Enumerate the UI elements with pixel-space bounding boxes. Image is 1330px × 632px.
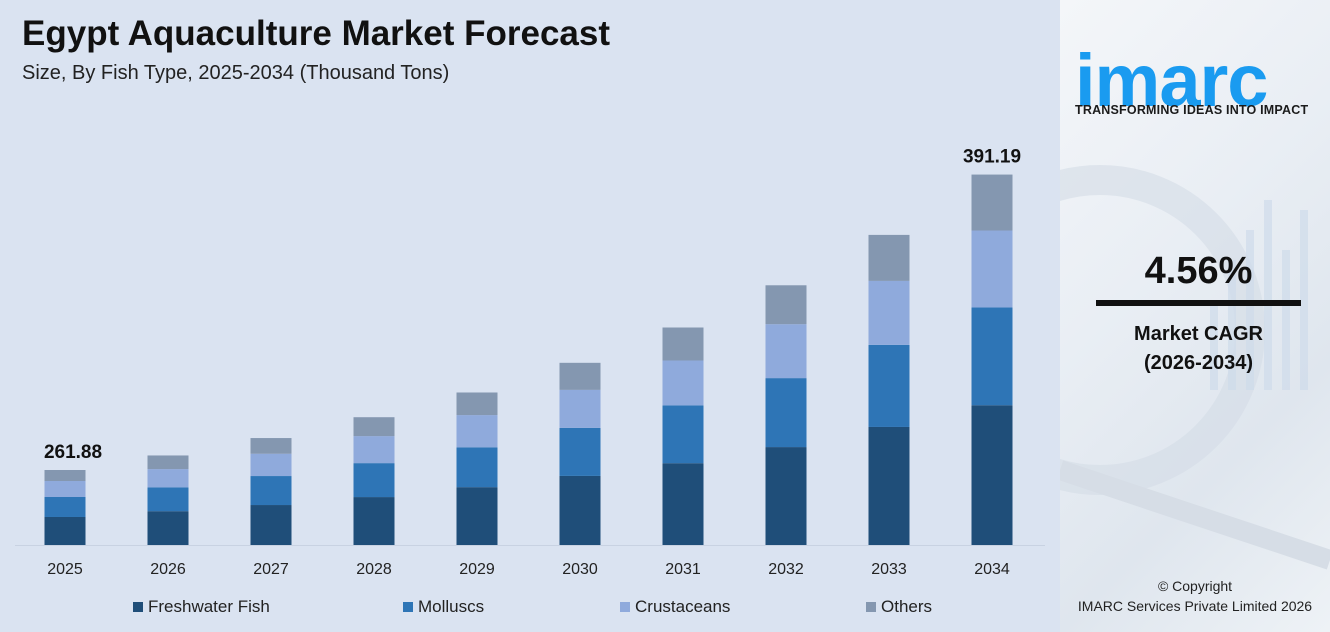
x-tick-label-2026: 2026 xyxy=(150,561,186,578)
x-tick-label-2030: 2030 xyxy=(562,561,598,578)
legend-item-others: Others xyxy=(866,597,932,617)
bar-segment-others-2027 xyxy=(250,438,292,454)
bar-segment-molluscs-2026 xyxy=(147,487,189,512)
bar-segment-freshwater-fish-2026 xyxy=(147,511,189,545)
legend-item-freshwater-fish: Freshwater Fish xyxy=(133,597,270,617)
x-tick-label-2032: 2032 xyxy=(768,561,804,578)
legend-label: Freshwater Fish xyxy=(148,597,270,616)
bar-segment-crustaceans-2029 xyxy=(456,415,498,448)
legend-label: Others xyxy=(881,597,933,616)
cagr-divider xyxy=(1096,300,1301,306)
cagr-label: Market CAGR (2026-2034) xyxy=(1096,320,1301,378)
bar-segment-molluscs-2028 xyxy=(353,463,395,498)
bar-segment-crustaceans-2028 xyxy=(353,436,395,464)
data-labels: 261.88 391.19 xyxy=(44,147,1021,463)
bar-segment-freshwater-fish-2032 xyxy=(765,447,807,545)
bar-segment-molluscs-2034 xyxy=(971,307,1013,406)
bar-segment-crustaceans-2032 xyxy=(765,324,807,379)
bar-segment-others-2033 xyxy=(868,234,910,281)
legend-swatch xyxy=(133,602,143,612)
company-text: IMARC Services Private Limited 2026 xyxy=(1077,598,1313,614)
bar-segment-crustaceans-2030 xyxy=(559,389,601,428)
data-label-2025: 261.88 xyxy=(44,442,102,463)
data-label-2034: 391.19 xyxy=(963,147,1021,168)
x-tick-label-2031: 2031 xyxy=(665,561,701,578)
bar-segment-molluscs-2029 xyxy=(456,447,498,488)
bar-segment-crustaceans-2034 xyxy=(971,230,1013,308)
legend-swatch xyxy=(866,602,876,612)
bar-segment-others-2026 xyxy=(147,455,189,470)
bar-segment-crustaceans-2033 xyxy=(868,280,910,345)
bar-segment-others-2032 xyxy=(765,285,807,325)
brand-tagline: TRANSFORMING IDEAS INTO IMPACT xyxy=(1075,103,1309,117)
bar-segment-freshwater-fish-2030 xyxy=(559,475,601,545)
cagr-label-line2: (2026-2034) xyxy=(1144,352,1253,374)
bars-group xyxy=(44,174,1013,545)
legend-label: Molluscs xyxy=(418,597,485,616)
x-tick-labels: 2025 2026 2027 2028 2029 2030 2031 2032 2033 2034 xyxy=(47,561,1010,578)
bar-segment-freshwater-fish-2025 xyxy=(44,516,86,545)
brand-panel xyxy=(1060,0,1330,632)
bar-segment-others-2029 xyxy=(456,392,498,416)
background-chart-graphic xyxy=(1060,165,1330,570)
chart-subtitle: Size, By Fish Type, 2025-2034 (Thousand … xyxy=(22,62,450,84)
chart-title: Egypt Aquaculture Market Forecast xyxy=(22,14,611,53)
legend-swatch xyxy=(620,602,630,612)
x-tick-label-2034: 2034 xyxy=(974,561,1010,578)
x-tick-label-2025: 2025 xyxy=(47,561,83,578)
stacked-bar-chart: 2025 2026 2027 2028 2029 2030 2031 2032 2033 2034… xyxy=(15,147,1045,578)
bar-segment-others-2034 xyxy=(971,174,1013,231)
bar-segment-freshwater-fish-2027 xyxy=(250,505,292,545)
bar-segment-molluscs-2031 xyxy=(662,405,704,464)
legend-item-crustaceans: Crustaceans xyxy=(620,597,730,617)
bar-segment-others-2031 xyxy=(662,327,704,361)
bar-segment-freshwater-fish-2033 xyxy=(868,426,910,545)
bar-segment-molluscs-2027 xyxy=(250,476,292,506)
cagr-label-line1: Market CAGR xyxy=(1134,323,1263,345)
legend-label: Crustaceans xyxy=(635,597,731,616)
bar-segment-others-2030 xyxy=(559,362,601,390)
bar-segment-freshwater-fish-2034 xyxy=(971,405,1013,545)
bar-segment-molluscs-2033 xyxy=(868,344,910,427)
bar-segment-others-2028 xyxy=(353,417,395,437)
x-tick-label-2029: 2029 xyxy=(459,561,495,578)
cagr-value: 4.56% xyxy=(1144,250,1253,292)
bar-segment-freshwater-fish-2029 xyxy=(456,487,498,545)
bar-segment-crustaceans-2025 xyxy=(44,480,86,498)
bar-segment-molluscs-2025 xyxy=(44,497,86,517)
x-tick-label-2028: 2028 xyxy=(356,561,392,578)
bar-segment-crustaceans-2031 xyxy=(662,360,704,406)
bar-segment-molluscs-2030 xyxy=(559,427,601,476)
imarc-logo: imarc xyxy=(1075,39,1268,122)
x-tick-label-2027: 2027 xyxy=(253,561,289,578)
legend-item-molluscs: Molluscs xyxy=(403,597,484,617)
bar-segment-others-2025 xyxy=(44,470,86,481)
bar-segment-freshwater-fish-2031 xyxy=(662,463,704,545)
bar-segment-molluscs-2032 xyxy=(765,378,807,448)
bar-segment-crustaceans-2027 xyxy=(250,453,292,477)
bar-segment-crustaceans-2026 xyxy=(147,469,189,488)
x-tick-label-2033: 2033 xyxy=(871,561,907,578)
bar-segment-freshwater-fish-2028 xyxy=(353,497,395,545)
copyright-text: © Copyright xyxy=(1157,578,1233,594)
legend-swatch xyxy=(403,602,413,612)
